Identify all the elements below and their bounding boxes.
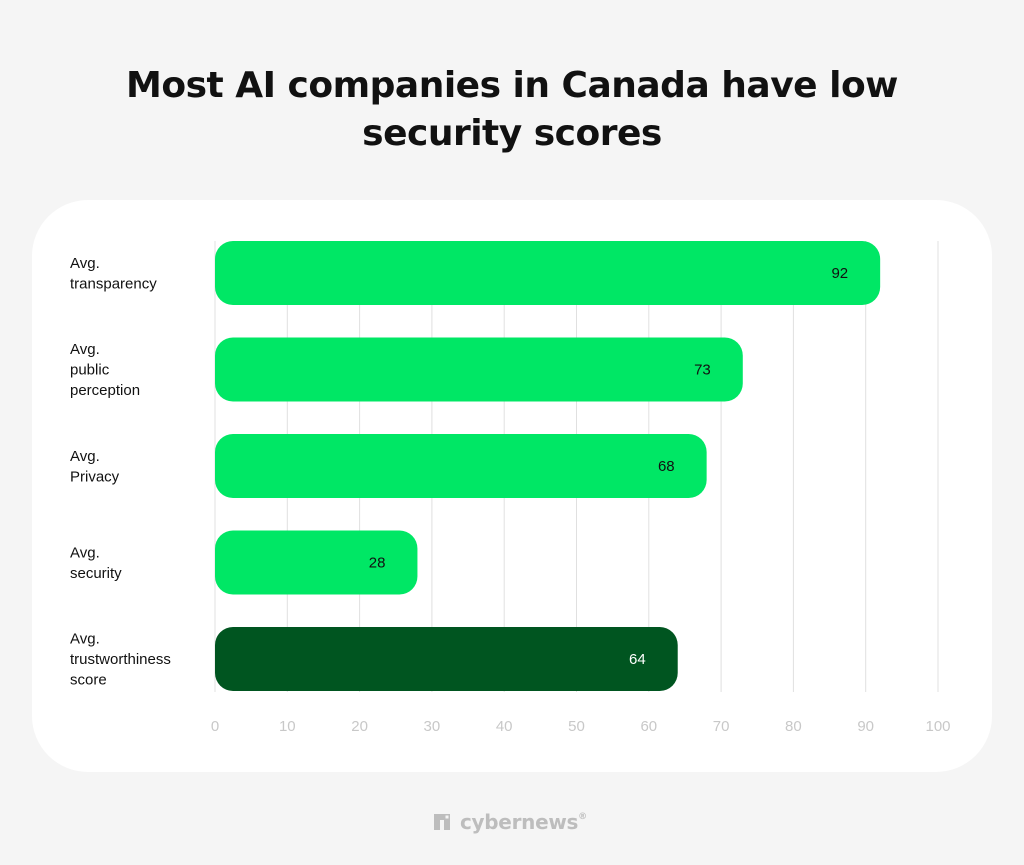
category-labels: Avg. transparency Avg. public perception Avg.… [70,255,171,689]
x-tick-label: 10 [279,718,296,735]
bar-value-label: 64 [629,651,646,668]
x-tick-label: 90 [857,718,874,735]
x-tick-label: 50 [568,718,585,735]
x-tick-label: 0 [211,718,219,735]
bar [215,337,743,402]
category-label: Avg. public perception [70,341,140,399]
bars: 92 73 68 28 64 [215,241,881,691]
bar-value-label: 68 [658,458,675,475]
bar [215,434,707,498]
x-tick-label: 20 [351,718,368,735]
bar [215,627,678,691]
category-label: Avg. trustworthiness score [70,631,171,689]
bar-chart: 92 73 68 28 64 Avg. transparency Avg. public per… [70,241,951,735]
category-label: Avg. transparency [70,255,157,293]
bar [215,530,418,595]
bar-value-label: 28 [369,555,386,572]
category-label: Avg. security [70,544,122,582]
x-tick-label: 60 [640,718,657,735]
bar-value-label: 73 [694,362,711,379]
x-tick-label: 30 [424,718,441,735]
chart-title: Most AI companies in Canada have low sec… [126,65,898,154]
cybernews-logo-icon [432,812,452,832]
bar [215,241,881,305]
x-tick-label: 80 [785,718,802,735]
x-axis-ticks: 0 10 20 30 40 50 60 70 80 90 100 [211,718,951,735]
registered-mark: ® [578,812,587,822]
x-tick-label: 100 [925,718,950,735]
chart-card: 92 73 68 28 64 Avg. transparency Avg. public per… [32,200,992,772]
category-label: Avg. Privacy [70,448,120,486]
bar-value-label: 92 [831,265,848,282]
brand-name: cybernews® [460,810,587,834]
brand-logo: cybernews® [432,810,587,834]
x-tick-label: 40 [496,718,513,735]
x-tick-label: 70 [713,718,730,735]
